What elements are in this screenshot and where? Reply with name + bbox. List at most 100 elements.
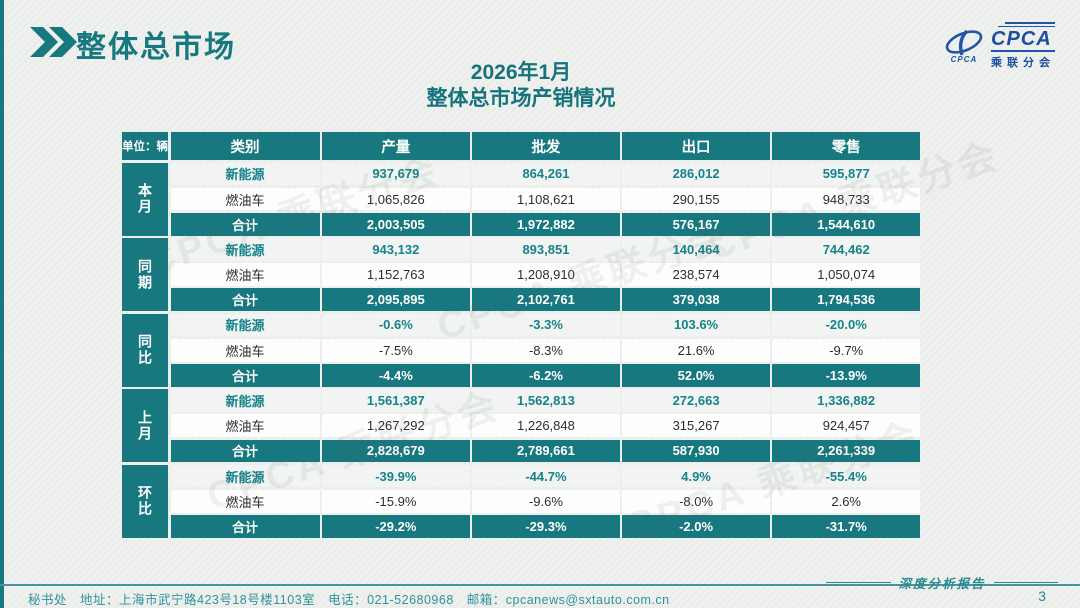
value-cell: 595,877 [772,162,920,186]
value-cell: 2,789,661 [472,439,620,463]
cpca-wordmark: CPCA 乘联分会 [991,22,1055,70]
footer-divider [0,584,1080,586]
row-label-nev: 新能源 [170,389,320,412]
value-cell: -20.0% [772,313,920,337]
value-cell: -0.6% [322,313,470,337]
report-label: 深度分析报告 [898,576,986,591]
row-label-fuel: 燃油车 [170,414,320,438]
value-cell: -29.3% [472,515,620,538]
logo-underline [991,50,1055,52]
value-cell: -8.3% [472,338,620,362]
value-cell: -44.7% [472,464,620,488]
value-cell: 924,457 [772,414,920,438]
value-cell: 286,012 [622,162,770,186]
double-chevron-icon [30,27,77,57]
value-cell: 1,108,621 [472,187,620,211]
logo-speed-lines [991,22,1055,29]
cpca-emblem-icon [945,29,983,55]
value-cell: 943,132 [322,238,470,261]
production-sales-table: 单位：辆 类别 产量 批发 出口 零售 本月 新能源 937,679 864,261 286,012… [122,132,920,538]
value-cell: -9.6% [472,489,620,513]
value-cell: 21.6% [622,338,770,362]
group-label-同期: 同期 [122,238,168,312]
row-label-nev: 新能源 [170,313,320,337]
value-cell: 576,167 [622,212,770,236]
report-tag-line-right [993,581,1059,584]
row-label-total: 合计 [170,288,320,312]
report-tag: 深度分析报告 [826,573,1059,592]
value-cell: 1,972,882 [472,212,620,236]
value-cell: 272,663 [622,389,770,412]
value-cell: 1,544,610 [772,212,920,236]
value-cell: 948,733 [772,187,920,211]
value-cell: 893,851 [472,238,620,261]
value-cell: 2,261,339 [772,439,920,463]
column-header-category: 类别 [170,132,320,160]
footer-contact-info: 秘书处 地址：上海市武宁路423号18号楼1103室 电话：021-526809… [28,593,670,607]
cpca-logo-text: CPCA [991,28,1052,50]
value-cell: 2,095,895 [322,288,470,312]
column-header-4: 零售 [772,132,920,160]
page-number: 3 [1038,588,1046,604]
value-cell: 4.9% [622,464,770,488]
value-cell: 315,267 [622,414,770,438]
value-cell: -9.7% [772,338,920,362]
row-label-total: 合计 [170,439,320,463]
value-cell: 1,065,826 [322,187,470,211]
group-label-同比: 同比 [122,313,168,387]
value-cell: 587,930 [622,439,770,463]
value-cell: 1,050,074 [772,263,920,286]
subtitle-line-1: 2026年1月 [470,61,572,84]
row-label-nev: 新能源 [170,464,320,488]
value-cell: 1,794,536 [772,288,920,312]
value-cell: -29.2% [322,515,470,538]
cpca-emblem: CPCA [943,29,985,64]
value-cell: 1,267,292 [322,414,470,438]
value-cell: -31.7% [772,515,920,538]
row-label-total: 合计 [170,515,320,538]
value-cell: -39.9% [322,464,470,488]
value-cell: -55.4% [772,464,920,488]
unit-label: 单位：辆 [122,132,168,160]
value-cell: 1,336,882 [772,389,920,412]
left-accent-bar [0,0,4,608]
value-cell: -3.3% [472,313,620,337]
row-label-fuel: 燃油车 [170,489,320,513]
report-tag-line-left [826,581,891,584]
value-cell: 864,261 [472,162,620,186]
column-header-3: 出口 [622,132,770,160]
value-cell: 103.6% [622,313,770,337]
value-cell: 238,574 [622,263,770,286]
value-cell: 744,462 [772,238,920,261]
value-cell: 290,155 [622,187,770,211]
group-label-环比: 环比 [122,464,168,538]
row-label-nev: 新能源 [170,162,320,186]
row-label-fuel: 燃油车 [170,263,320,286]
value-cell: 52.0% [622,364,770,387]
column-header-1: 产量 [322,132,470,160]
row-label-fuel: 燃油车 [170,187,320,211]
value-cell: -2.0% [622,515,770,538]
value-cell: 1,226,848 [472,414,620,438]
value-cell: 2.6% [772,489,920,513]
value-cell: 140,464 [622,238,770,261]
value-cell: 1,561,387 [322,389,470,412]
value-cell: -15.9% [322,489,470,513]
value-cell: 1,208,910 [472,263,620,286]
slide-subtitle: 2026年1月 整体总市场产销情况 [122,60,920,112]
value-cell: -13.9% [772,364,920,387]
cpca-logo: CPCA CPCA 乘联分会 [943,22,1055,70]
value-cell: 2,003,505 [322,212,470,236]
subtitle-line-2: 整体总市场产销情况 [426,87,616,110]
value-cell: 1,152,763 [322,263,470,286]
value-cell: -7.5% [322,338,470,362]
column-header-2: 批发 [472,132,620,160]
value-cell: 937,679 [322,162,470,186]
page-title: 整体总市场 [76,31,236,64]
value-cell: 2,102,761 [472,288,620,312]
value-cell: 1,562,813 [472,389,620,412]
value-cell: 379,038 [622,288,770,312]
value-cell: -6.2% [472,364,620,387]
cpca-logo-subtitle: 乘联分会 [991,57,1055,69]
value-cell: -4.4% [322,364,470,387]
